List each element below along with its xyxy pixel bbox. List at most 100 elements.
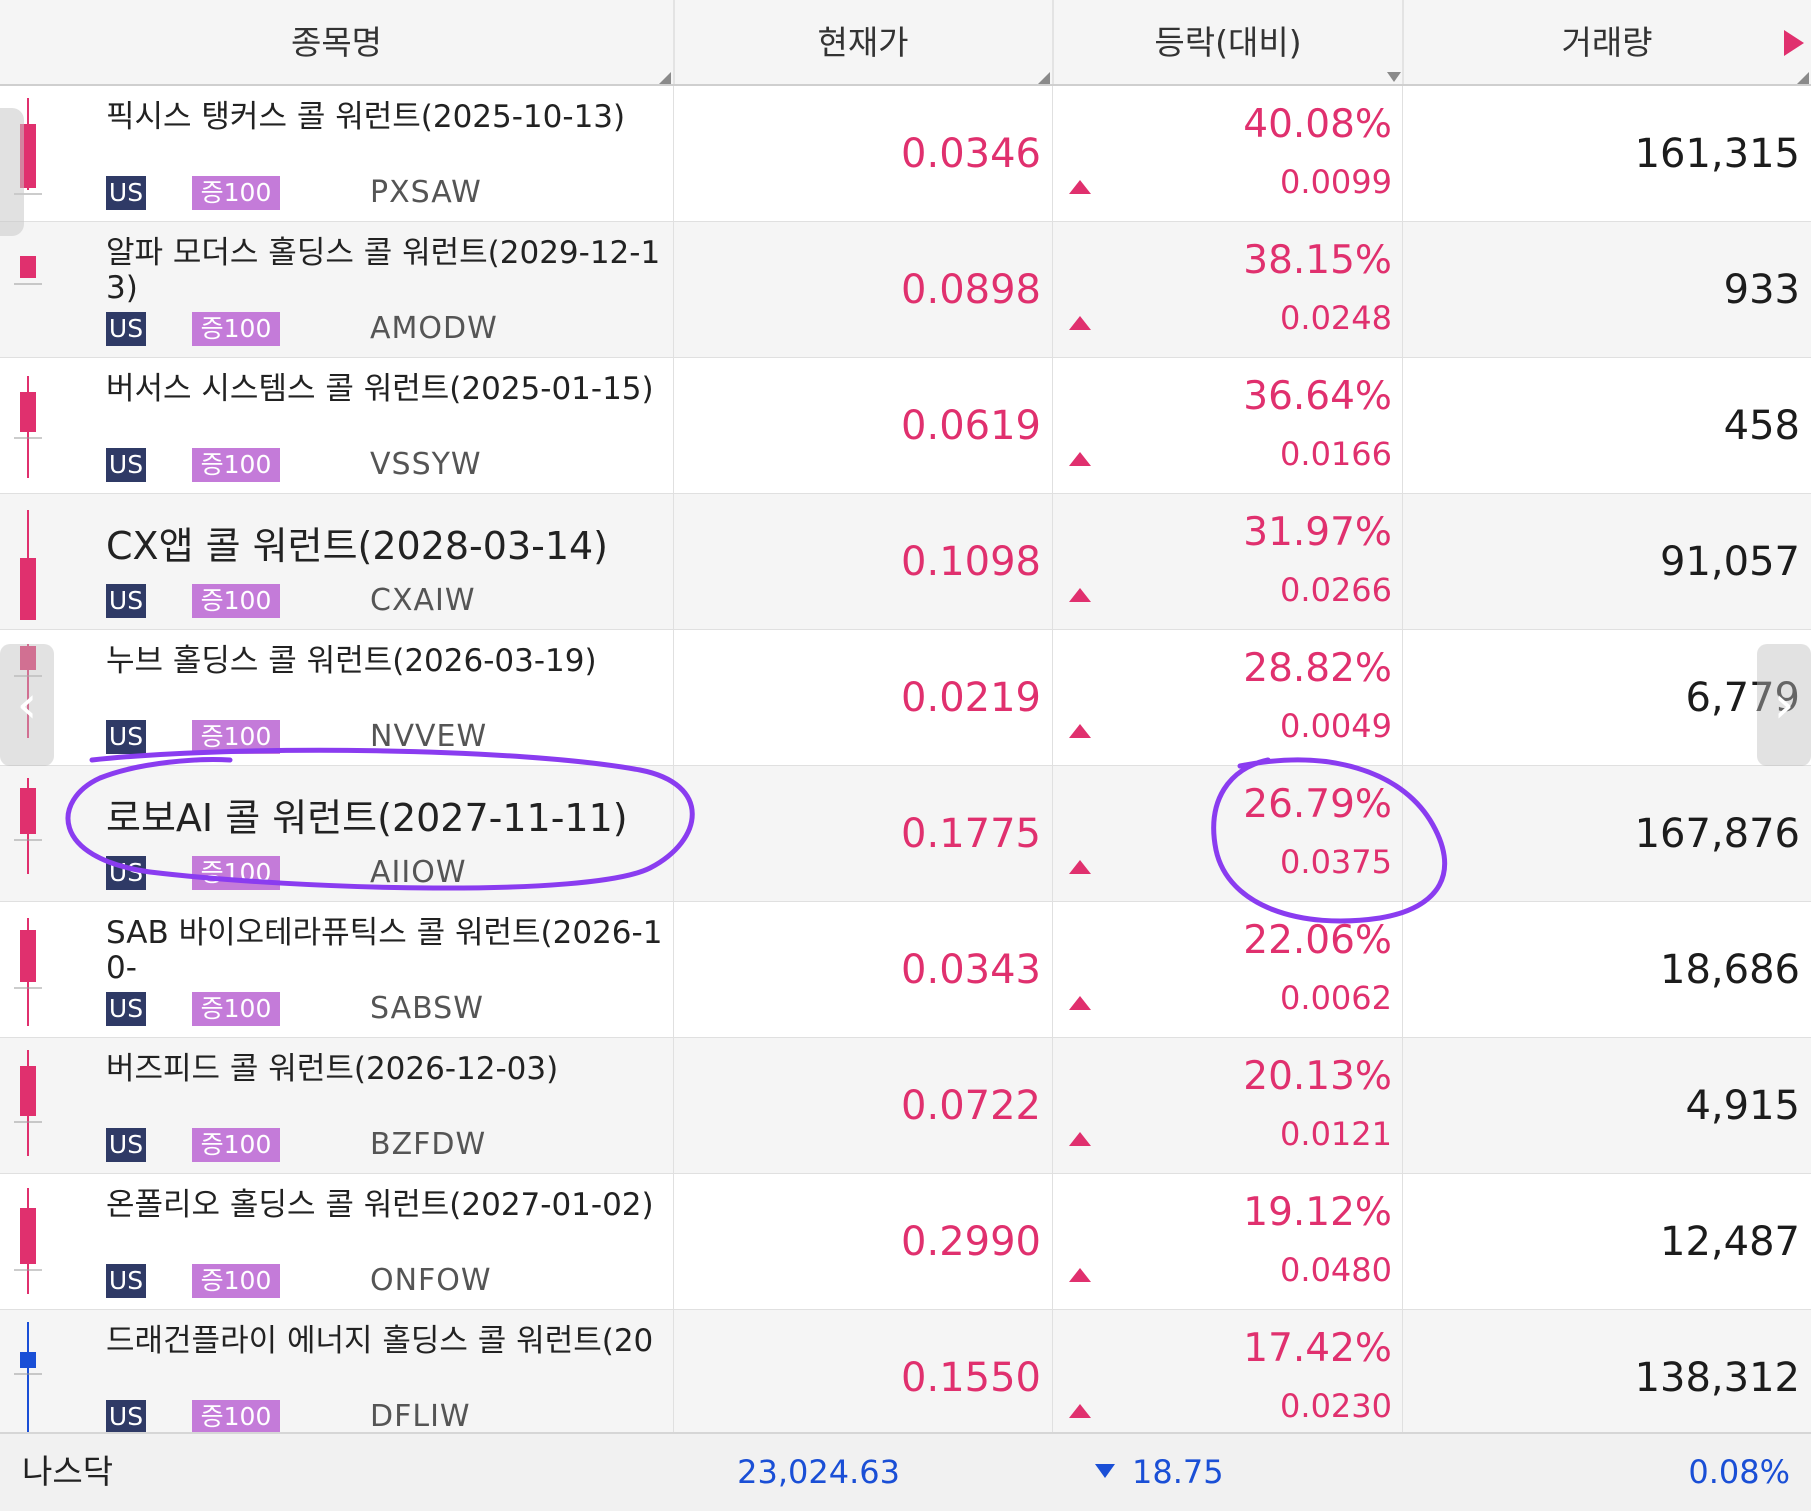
play-right-icon[interactable] bbox=[1784, 30, 1804, 56]
current-price: 0.0898 bbox=[901, 267, 1041, 313]
candle-chart-icon bbox=[20, 510, 36, 620]
stock-name: 누브 홀딩스 콜 워런트(2026-03-19) bbox=[106, 643, 597, 679]
change-amount: 0.0230 bbox=[1280, 1387, 1392, 1425]
table-row[interactable]: 드래건플라이 에너지 홀딩스 콜 워런트(20 US 증100 DFLIW 0.1550… bbox=[0, 1310, 1811, 1446]
margin-badge: 증100 bbox=[192, 856, 280, 890]
index-bar[interactable]: 나스닥 23,024.63 18.75 0.08% bbox=[0, 1432, 1811, 1511]
stock-code: BZFDW bbox=[370, 1127, 487, 1162]
volume: 18,686 bbox=[1660, 947, 1800, 993]
stock-code: AIIOW bbox=[370, 855, 467, 890]
table-row[interactable]: 온폴리오 홀딩스 콜 워런트(2027-01-02) US 증100 ONFOW 0.2… bbox=[0, 1174, 1811, 1310]
change-percent: 17.42% bbox=[1243, 1326, 1392, 1371]
market-badge: US bbox=[106, 176, 146, 210]
volume: 4,915 bbox=[1685, 1083, 1800, 1129]
up-triangle-icon bbox=[1069, 1404, 1091, 1418]
stock-name: 로보AI 콜 워런트(2027-11-11) bbox=[106, 796, 628, 840]
header-divider bbox=[673, 0, 675, 84]
column-divider bbox=[1052, 86, 1053, 1432]
change-amount: 0.0062 bbox=[1280, 979, 1392, 1017]
up-triangle-icon bbox=[1069, 860, 1091, 874]
stock-code: ONFOW bbox=[370, 1263, 492, 1298]
table-row[interactable]: 로보AI 콜 워런트(2027-11-11) US 증100 AIIOW 0.1775 2… bbox=[0, 766, 1811, 902]
stock-code: DFLIW bbox=[370, 1399, 471, 1434]
volume: 91,057 bbox=[1660, 539, 1800, 585]
column-divider bbox=[1402, 86, 1403, 1432]
stock-name: CX앱 콜 워런트(2028-03-14) bbox=[106, 524, 609, 568]
table-row[interactable]: 알파 모더스 홀딩스 콜 워런트(2029-12-13) US 증100 AMODW 0… bbox=[0, 222, 1811, 358]
header-price[interactable]: 현재가 bbox=[817, 23, 909, 62]
column-divider bbox=[673, 86, 674, 1432]
margin-badge: 증100 bbox=[192, 584, 280, 618]
table-row[interactable]: 픽시스 탱커스 콜 워런트(2025-10-13) US 증100 PXSAW 0.03… bbox=[0, 86, 1811, 222]
stock-code: SABSW bbox=[370, 991, 484, 1026]
current-price: 0.0343 bbox=[901, 947, 1041, 993]
up-triangle-icon bbox=[1069, 588, 1091, 602]
header-divider bbox=[1402, 0, 1404, 84]
table-row[interactable]: SAB 바이오테라퓨틱스 콜 워런트(2026-10- US 증100 SABSW 0.… bbox=[0, 902, 1811, 1038]
stock-name: 버서스 시스템스 콜 워런트(2025-01-15) bbox=[106, 371, 654, 407]
current-price: 0.0619 bbox=[901, 403, 1041, 449]
volume: 12,487 bbox=[1660, 1219, 1800, 1265]
stock-code: PXSAW bbox=[370, 175, 482, 210]
stock-name: SAB 바이오테라퓨틱스 콜 워런트(2026-10- bbox=[106, 915, 663, 986]
header-change[interactable]: 등락(대비) bbox=[1154, 23, 1302, 62]
margin-badge: 증100 bbox=[192, 1264, 280, 1298]
index-percent: 0.08% bbox=[1688, 1453, 1790, 1491]
table-row[interactable]: 버서스 시스템스 콜 워런트(2025-01-15) US 증100 VSSYW 0.0… bbox=[0, 358, 1811, 494]
up-triangle-icon bbox=[1069, 996, 1091, 1010]
market-badge: US bbox=[106, 720, 146, 754]
index-name: 나스닥 bbox=[22, 1452, 114, 1491]
change-amount: 0.0099 bbox=[1280, 163, 1392, 201]
up-triangle-icon bbox=[1069, 452, 1091, 466]
change-percent: 40.08% bbox=[1243, 102, 1392, 147]
candle-chart-icon bbox=[14, 644, 42, 738]
candle-chart-icon bbox=[14, 256, 42, 285]
margin-badge: 증100 bbox=[192, 1128, 280, 1162]
table-header: 종목명 현재가 등락(대비) 거래량 bbox=[0, 0, 1811, 86]
change-amount: 0.0049 bbox=[1280, 707, 1392, 745]
change-percent: 19.12% bbox=[1243, 1190, 1392, 1235]
up-triangle-icon bbox=[1069, 316, 1091, 330]
stock-code: AMODW bbox=[370, 311, 498, 346]
side-drawer-handle[interactable] bbox=[0, 108, 24, 236]
index-value: 23,024.63 bbox=[737, 1453, 900, 1491]
current-price: 0.0219 bbox=[901, 675, 1041, 721]
table-row[interactable]: 누브 홀딩스 콜 워런트(2026-03-19) US 증100 NVVEW 0.021… bbox=[0, 630, 1811, 766]
volume: 161,315 bbox=[1634, 131, 1800, 177]
change-amount: 0.0166 bbox=[1280, 435, 1392, 473]
sort-corner-icon bbox=[1038, 72, 1050, 84]
header-volume[interactable]: 거래량 bbox=[1561, 23, 1653, 62]
current-price: 0.1775 bbox=[901, 811, 1041, 857]
current-price: 0.1550 bbox=[901, 1355, 1041, 1401]
margin-badge: 증100 bbox=[192, 720, 280, 754]
change-percent: 28.82% bbox=[1243, 646, 1392, 691]
stock-code: NVVEW bbox=[370, 719, 488, 754]
change-percent: 20.13% bbox=[1243, 1054, 1392, 1099]
volume: 6,779 bbox=[1685, 675, 1800, 721]
margin-badge: 증100 bbox=[192, 312, 280, 346]
current-price: 0.0346 bbox=[901, 131, 1041, 177]
margin-badge: 증100 bbox=[192, 992, 280, 1026]
table-row[interactable]: CX앱 콜 워런트(2028-03-14) US 증100 CXAIW 0.1098 31… bbox=[0, 494, 1811, 630]
candle-chart-icon bbox=[14, 1050, 42, 1156]
margin-badge: 증100 bbox=[192, 1400, 280, 1434]
stock-code: CXAIW bbox=[370, 583, 476, 618]
chevron-left-icon[interactable]: ‹ bbox=[0, 644, 54, 766]
down-triangle-icon bbox=[1095, 1464, 1115, 1478]
chevron-right-icon[interactable]: › bbox=[1757, 644, 1811, 766]
market-badge: US bbox=[106, 1400, 146, 1434]
change-percent: 31.97% bbox=[1243, 510, 1392, 555]
margin-badge: 증100 bbox=[192, 448, 280, 482]
candle-chart-icon bbox=[14, 918, 42, 1026]
candle-chart-icon bbox=[14, 1322, 42, 1434]
market-badge: US bbox=[106, 584, 146, 618]
change-amount: 0.0266 bbox=[1280, 571, 1392, 609]
candle-chart-icon bbox=[14, 98, 42, 195]
market-badge: US bbox=[106, 1128, 146, 1162]
table-row[interactable]: 버즈피드 콜 워런트(2026-12-03) US 증100 BZFDW 0.0722 2… bbox=[0, 1038, 1811, 1174]
change-amount: 0.0248 bbox=[1280, 299, 1392, 337]
stock-name: 온폴리오 홀딩스 콜 워런트(2027-01-02) bbox=[106, 1187, 654, 1223]
change-percent: 36.64% bbox=[1243, 374, 1392, 419]
change-amount: 0.0375 bbox=[1280, 843, 1392, 881]
header-name[interactable]: 종목명 bbox=[290, 23, 383, 62]
